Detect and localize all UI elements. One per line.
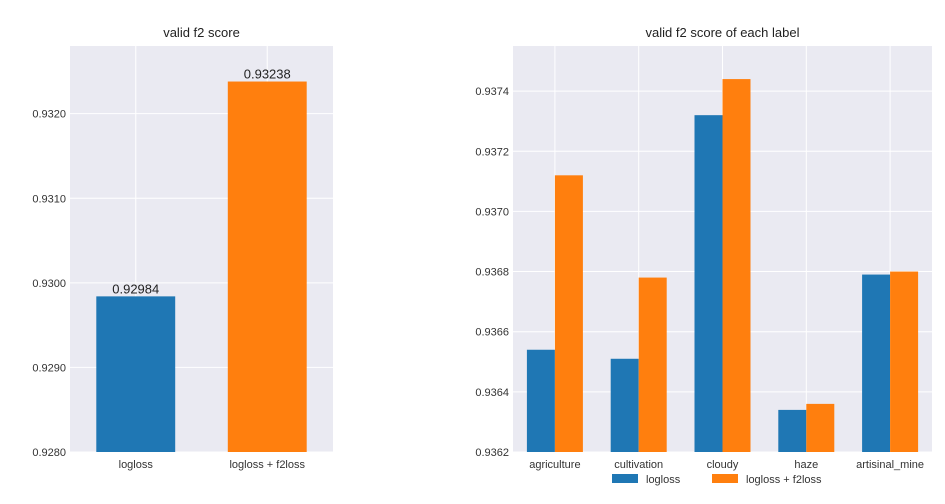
y-tick-label: 0.9320 (32, 109, 66, 121)
y-tick-label: 0.9374 (475, 86, 509, 98)
data-label: 0.93238 (244, 67, 291, 82)
y-tick-label: 0.9300 (32, 278, 66, 290)
chart-title: valid f2 score of each label (646, 25, 800, 40)
chart-title: valid f2 score (163, 25, 240, 40)
legend-swatch (612, 474, 638, 483)
y-tick-label: 0.9370 (475, 206, 509, 218)
bar-logloss (862, 274, 891, 452)
bar-logloss (526, 349, 555, 452)
y-tick-label: 0.9310 (32, 193, 66, 205)
y-tick-label: 0.9362 (475, 447, 509, 459)
legend-swatch (712, 474, 738, 483)
y-tick-label: 0.9366 (475, 327, 509, 339)
x-tick-label: agriculture (529, 459, 580, 471)
bar-logloss (694, 115, 723, 452)
bar-logloss-f2loss (554, 175, 583, 452)
x-tick-label: logloss + f2loss (229, 459, 305, 471)
x-tick-label: cloudy (707, 459, 739, 471)
bar (96, 296, 176, 452)
x-tick-label: cultivation (614, 459, 663, 471)
x-tick-label: artisinal_mine (856, 459, 924, 471)
x-tick-label: haze (794, 459, 818, 471)
bar (227, 81, 307, 453)
x-tick-label: logloss (119, 459, 154, 471)
legend-label: logloss (646, 474, 681, 486)
y-tick-label: 0.9290 (32, 362, 66, 374)
y-tick-label: 0.9280 (32, 447, 66, 459)
bar-logloss (778, 409, 807, 452)
bar-logloss-f2loss (806, 403, 835, 452)
data-label: 0.92984 (112, 281, 159, 296)
legend-label: logloss + f2loss (746, 474, 822, 486)
bar-logloss-f2loss (638, 277, 667, 452)
y-tick-label: 0.9368 (475, 267, 509, 279)
y-tick-label: 0.9364 (475, 387, 509, 399)
bar-logloss-f2loss (722, 79, 751, 452)
bar-logloss (610, 358, 639, 452)
bar-logloss-f2loss (890, 271, 919, 452)
y-tick-label: 0.9372 (475, 146, 509, 158)
